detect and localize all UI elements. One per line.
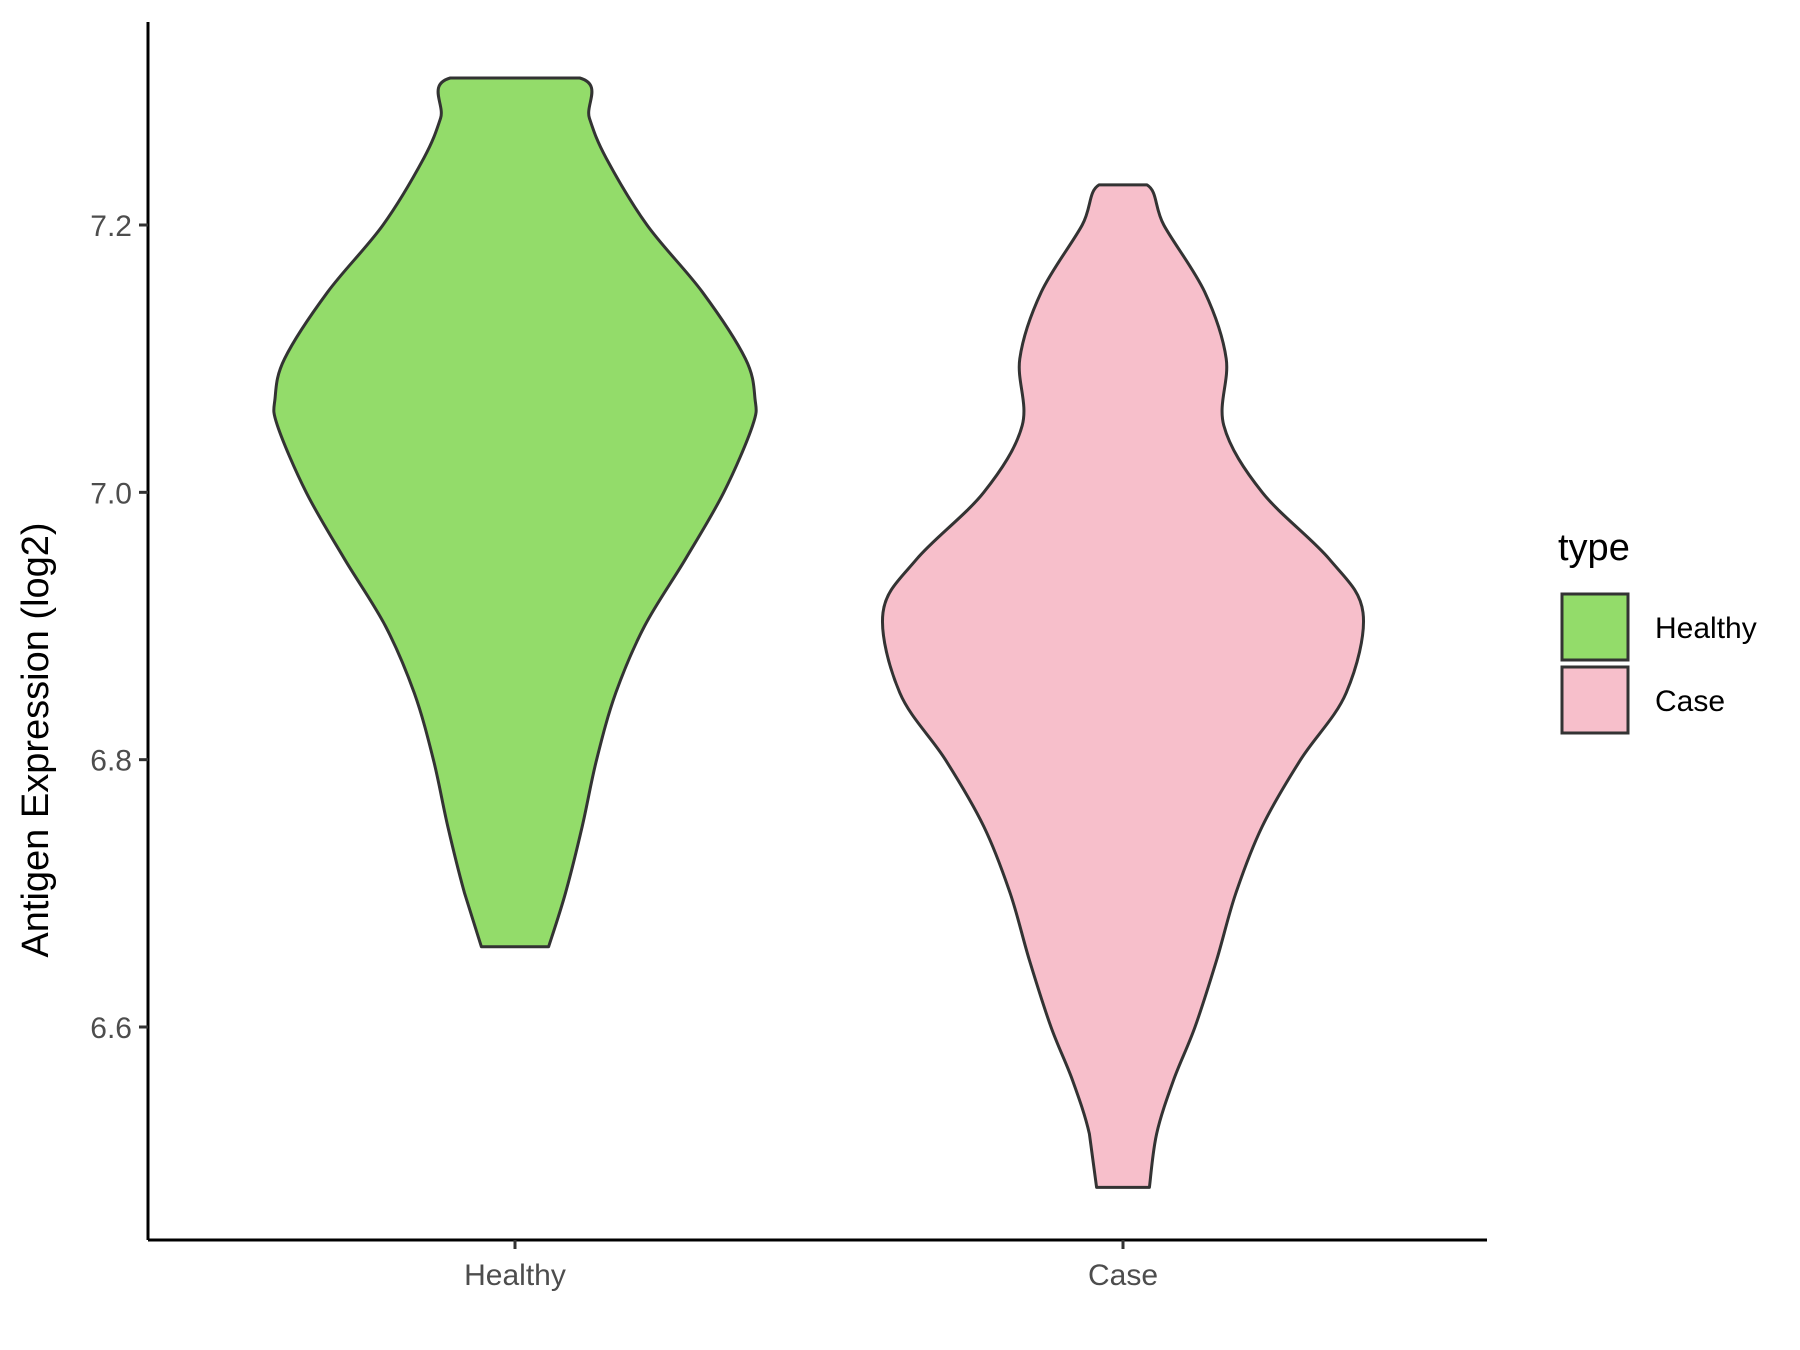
legend-key-healthy [1560,592,1630,662]
legend-label-healthy: Healthy [1655,612,1757,645]
violin-case [881,183,1365,1189]
violins [272,76,1365,1189]
y-tick-label: 6.6 [90,1012,132,1045]
y-tick-label: 7.2 [90,210,132,243]
legend-label-case: Case [1655,685,1725,718]
legend: type Healthy Case [1558,527,1757,735]
y-tick-label: 7.0 [90,477,132,510]
x-tick-label: Healthy [464,1259,566,1292]
y-axis-ticks: 6.6 6.8 7.0 7.2 [90,210,148,1045]
x-tick-label: Case [1088,1259,1158,1292]
violin-healthy [272,76,758,949]
y-axis-title: Antigen Expression (log2) [15,522,57,957]
y-tick-label: 6.8 [90,745,132,778]
legend-title: type [1558,527,1630,569]
x-axis-ticks: Healthy Case [464,1240,1158,1292]
legend-key-case [1560,665,1630,735]
